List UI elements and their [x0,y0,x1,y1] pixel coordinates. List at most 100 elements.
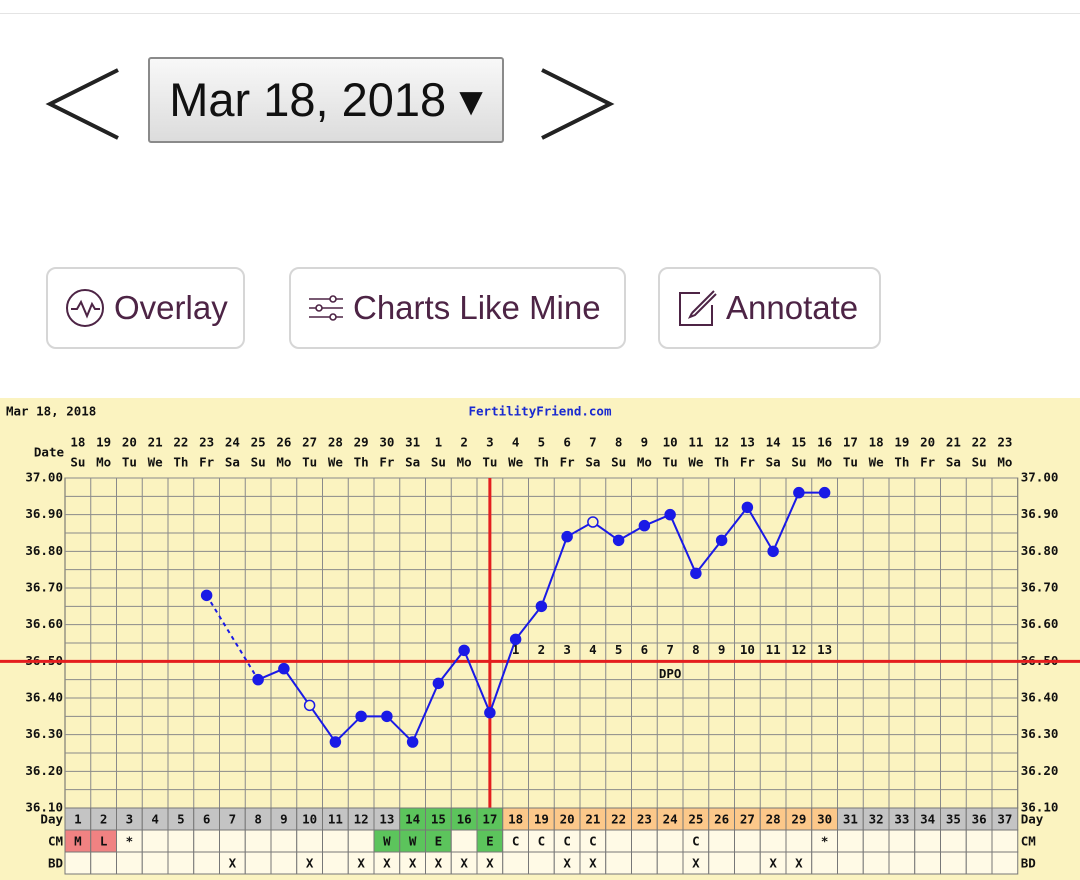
dpo-label: 1 [512,642,520,657]
cell-text: * [821,834,829,849]
y-tick-label-right: 36.70 [1021,580,1059,595]
date-label: 11 [688,435,703,450]
weekday-label: Tu [302,455,317,470]
temperature-point [355,710,367,723]
cell-text: C [563,834,571,849]
weekday-label: Tu [843,455,858,470]
label: Overlay [114,289,228,326]
dpo-label: 8 [692,642,700,657]
row-cell [785,829,813,853]
date-label: 29 [354,435,369,450]
y-tick-label-right: 36.20 [1021,763,1059,778]
day-label: 15 [431,812,446,827]
icon [309,295,343,321]
weekday-label: Mo [997,455,1012,470]
row-cell [656,851,684,875]
cell-text: C [538,834,546,849]
label: Charts Like Mine [353,289,601,326]
weekday-label: Tu [663,455,678,470]
y-tick-label: 36.40 [25,690,63,705]
weekday-label: Tu [122,455,137,470]
dpo-label: 3 [563,642,571,657]
prev-button[interactable] [44,66,124,146]
dpo-label: 12 [791,642,806,657]
temperature-point [690,567,702,580]
row-cell [141,829,169,853]
weekday-label: Fr [199,455,215,470]
row-cell [734,851,761,875]
day-label: 27 [740,812,755,827]
day-label: 3 [126,812,134,827]
row-cell [940,829,967,853]
day-label: 14 [405,812,420,827]
day-label: 36 [972,812,987,827]
temperature-point [252,673,264,686]
cell-text: X [229,856,237,871]
day-label: 13 [379,812,394,827]
y-tick-label: 36.10 [25,800,63,815]
row-cell [270,829,298,853]
chart-title: FertilityFriend.com [469,404,612,419]
date-label: 5 [538,435,546,450]
y-tick-label-right: 37.00 [1021,470,1059,485]
temperature-point [767,545,779,558]
y-tick-label: 36.90 [25,506,63,521]
chart-date: Mar 18, 2018 [6,404,96,419]
date-label: 4 [512,435,520,450]
date-label: 24 [225,435,240,450]
date-label: 9 [641,435,649,450]
row-cell [837,829,864,853]
cell-text: E [486,834,494,849]
temperature-point [741,501,754,514]
day-label: 16 [457,812,472,827]
charts-like-mine-button[interactable]: Charts Like Mine [289,267,626,349]
temperature-point [432,677,445,690]
next-button[interactable] [536,66,616,146]
row-label-right: BD [1021,856,1036,871]
weekday-label: Tu [482,455,497,470]
cell-text: X [692,856,700,871]
temperature-point [329,736,342,748]
date-label: 22 [972,435,987,450]
day-label: 9 [280,812,288,827]
cell-text: W [409,834,417,849]
row-cell [914,829,941,853]
day-label: 33 [894,812,909,827]
day-label: 4 [151,812,159,827]
day-label: 21 [585,812,600,827]
temperature-point [200,589,213,602]
day-label: 35 [946,812,961,827]
row-cell [193,829,220,853]
date-label: 8 [615,435,623,450]
cell-text: M [74,834,82,849]
weekday-label: Su [431,455,446,470]
temperature-point [818,486,831,499]
cell-text: X [563,856,571,871]
temperature-point [484,706,496,719]
weekday-label: Su [611,455,626,470]
weekday-label: We [148,455,164,470]
y-tick-label-right: 36.80 [1021,543,1059,558]
weekday-label: Mo [817,455,832,470]
y-tick-label-right: 36.60 [1021,616,1059,631]
annotate-button[interactable]: Annotate [658,267,881,349]
date-select[interactable]: Mar 18, 2018 ▾ [148,57,504,143]
cell-text: X [486,856,494,871]
row-cell [862,851,890,875]
weekday-label: Mo [96,455,111,470]
divider [0,13,1080,14]
row-label: Date [34,445,65,460]
row-cell [141,851,169,875]
weekday-label: Su [70,455,85,470]
date-label: 30 [379,435,394,450]
icon [66,289,104,327]
date-label: 21 [946,435,961,450]
weekday-label: Sa [585,455,600,470]
date-label: 23 [997,435,1012,450]
temperature-point [381,710,393,723]
temperature-point [587,516,599,528]
dpo-label: 2 [538,642,546,657]
temperature-point [612,534,625,547]
overlay-button[interactable]: Overlay [46,267,245,349]
date-label: 3 [486,435,494,450]
